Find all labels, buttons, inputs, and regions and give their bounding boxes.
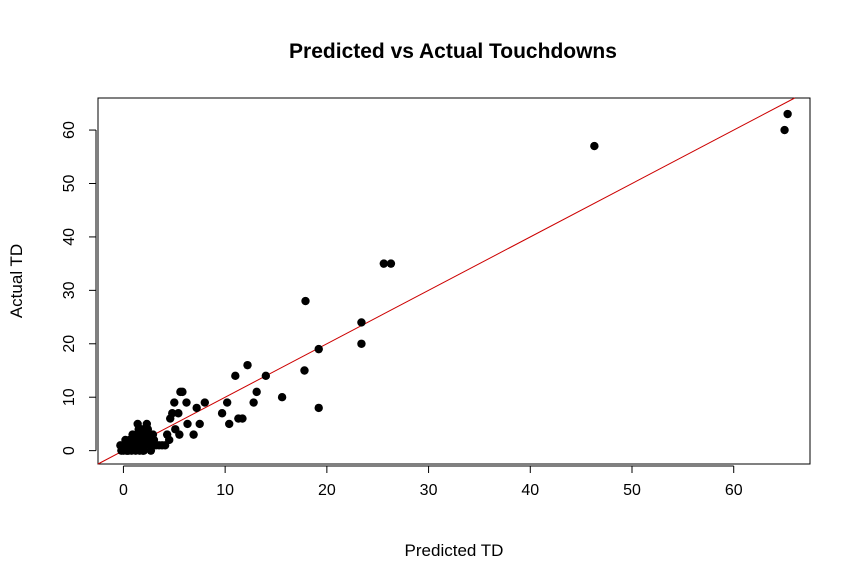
x-tick-label: 10	[216, 482, 234, 499]
data-point	[116, 441, 125, 450]
data-point	[222, 398, 232, 407]
data-point	[174, 409, 183, 418]
data-point	[357, 318, 366, 327]
data-point	[301, 296, 310, 306]
data-point	[231, 371, 240, 381]
data-point	[277, 393, 287, 402]
y-tick-label: 10	[61, 388, 78, 406]
plot-frame	[97, 97, 811, 465]
data-point	[261, 371, 271, 381]
x-tick-label: 50	[623, 482, 641, 499]
x-axis: 0 10 20 30 40 50 60	[119, 465, 743, 499]
y-tick-label: 60	[61, 121, 78, 139]
y-axis: 0 10 20 30 40 50 60	[61, 121, 97, 455]
data-point	[137, 441, 146, 450]
x-tick-label: 30	[420, 482, 438, 499]
data-point	[176, 387, 185, 397]
data-point	[225, 419, 234, 429]
data-point	[149, 435, 159, 445]
x-tick-label: 60	[725, 482, 743, 499]
y-axis-label: Actual TD	[7, 244, 26, 318]
data-points	[116, 109, 792, 455]
x-axis-label: Predicted TD	[405, 541, 504, 560]
y-tick-label: 20	[61, 335, 78, 353]
y-tick-label: 0	[61, 446, 78, 455]
data-point	[249, 398, 258, 407]
x-tick-label: 0	[119, 482, 128, 499]
data-point	[783, 109, 792, 119]
data-point	[234, 414, 243, 423]
data-point	[314, 403, 323, 413]
x-tick-label: 40	[521, 482, 539, 499]
y-tick-label: 40	[61, 228, 78, 246]
data-point	[300, 366, 309, 375]
data-point	[171, 425, 180, 434]
data-point	[170, 398, 179, 407]
data-point	[189, 430, 198, 439]
data-point	[314, 344, 323, 354]
reference-line-group	[97, 97, 795, 465]
data-point	[252, 387, 261, 397]
data-point	[128, 441, 137, 450]
data-point	[200, 398, 209, 407]
data-point	[357, 339, 366, 348]
y-tick-label: 50	[61, 174, 78, 192]
data-point	[142, 419, 152, 429]
data-point	[590, 141, 599, 151]
data-point	[243, 360, 252, 370]
data-point	[143, 435, 153, 445]
data-point	[183, 419, 192, 429]
data-point	[162, 430, 172, 439]
data-point	[780, 125, 789, 135]
data-point	[134, 425, 143, 434]
data-point	[217, 409, 227, 418]
x-tick-label: 20	[318, 482, 336, 499]
data-point	[195, 419, 204, 429]
y-tick-label: 30	[61, 281, 78, 299]
reference-line	[97, 97, 795, 465]
chart-title: Predicted vs Actual Touchdowns	[289, 40, 617, 63]
data-point	[386, 259, 396, 268]
data-point	[379, 259, 389, 268]
data-point	[182, 398, 191, 407]
data-point	[166, 414, 175, 423]
data-point	[192, 403, 201, 413]
